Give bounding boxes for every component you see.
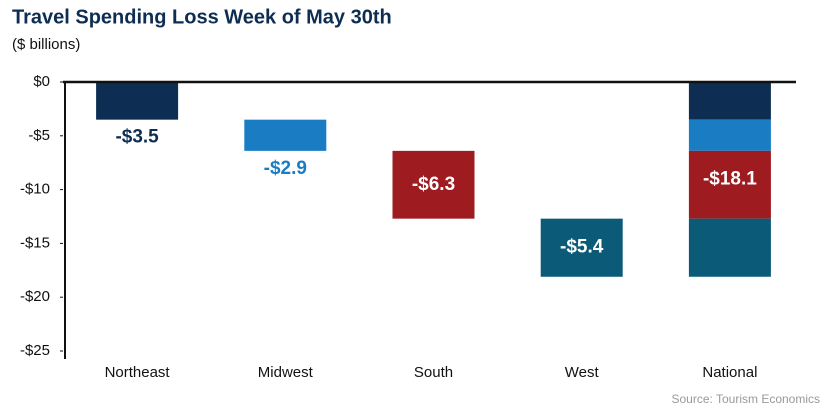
- x-tick-label: West: [565, 364, 600, 381]
- data-label: -$18.1: [703, 168, 757, 189]
- x-tick-label: South: [414, 364, 453, 381]
- data-label: -$2.9: [264, 158, 307, 179]
- bar: [392, 150, 475, 219]
- total-segment: [688, 82, 771, 120]
- y-tick-label: $0: [33, 73, 50, 90]
- y-tick-label: -$20: [20, 288, 50, 305]
- total-segment: [688, 119, 771, 151]
- total-segment: [688, 150, 771, 219]
- x-tick-label: National: [702, 364, 757, 381]
- data-label: -$5.4: [560, 237, 604, 258]
- y-tick-label: -$25: [20, 342, 50, 359]
- bar: [96, 82, 179, 120]
- bar: [244, 119, 327, 151]
- chart-subtitle: ($ billions): [12, 36, 80, 53]
- y-tick-label: -$5: [28, 127, 50, 144]
- data-label: -$3.5: [115, 127, 159, 148]
- data-label: -$6.3: [412, 174, 455, 195]
- source-note: Source: Tourism Economics: [672, 392, 821, 406]
- chart-title: Travel Spending Loss Week of May 30th: [12, 6, 392, 28]
- x-tick-label: Midwest: [258, 364, 314, 381]
- y-tick-label: -$15: [20, 234, 50, 251]
- total-segment: [688, 218, 771, 277]
- bar: [540, 218, 623, 277]
- x-tick-label: Northeast: [105, 364, 171, 381]
- y-tick-label: -$10: [20, 181, 50, 198]
